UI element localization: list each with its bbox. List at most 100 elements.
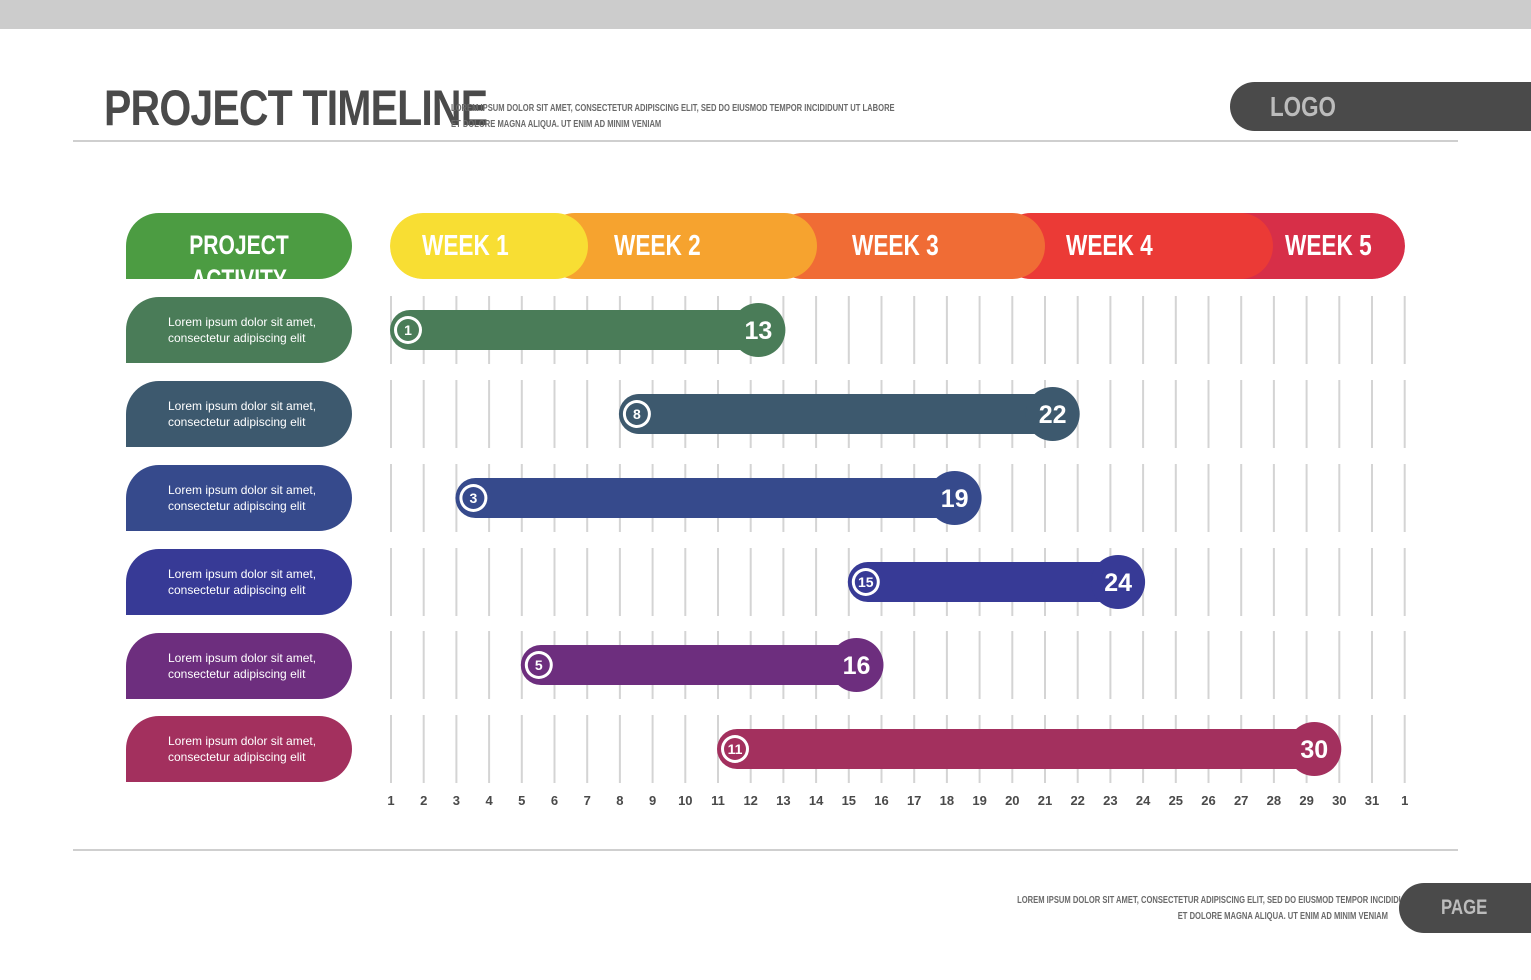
task-start-marker-inner [527,654,550,676]
task-start-label: 11 [728,741,743,757]
x-tick-label: 16 [874,793,888,808]
task-bar [455,478,981,518]
task-start-label: 5 [535,657,543,673]
x-tick-label: 12 [743,793,757,808]
task-bar [520,645,883,685]
week-1-label: WEEK 1 [422,230,509,262]
page-badge: PAGE [1399,883,1531,933]
x-tick-label: 6 [551,793,558,808]
footer-divider [73,849,1458,851]
x-tick-label: 22 [1070,793,1084,808]
activity-label-6: Lorem ipsum dolor sit amet, consectetur a… [126,716,352,782]
task-end-marker [1025,387,1080,441]
week-header-bar: WEEK 5 WEEK 4 WEEK 3 WEEK 2 WEEK 1 [390,213,1405,279]
task-end-label: 16 [843,652,871,680]
task-bar [847,562,1145,602]
task-start-marker-inner [625,403,648,425]
task-start-label: 3 [470,490,478,506]
page-title: PROJECT TIMELINE [104,80,488,136]
activity-1-line-1: Lorem ipsum dolor sit amet, [168,315,317,329]
week-4-label: WEEK 4 [1066,230,1153,262]
activity-3-line-2: consectetur adipiscing elit [168,499,306,513]
x-tick-label: 31 [1365,793,1379,808]
x-tick-label: 13 [776,793,790,808]
activity-header-label: PROJECT ACTIVITY [189,230,289,294]
top-bar [0,0,1531,29]
activity-label-5: Lorem ipsum dolor sit amet, consectetur a… [126,633,352,699]
activity-2-line-2: consectetur adipiscing elit [168,415,306,429]
activity-2-line-1: Lorem ipsum dolor sit amet, [168,399,317,413]
task-end-marker [1287,722,1342,776]
week-3-label: WEEK 3 [852,230,939,262]
task-end-label: 30 [1300,736,1328,764]
x-tick-label: 9 [649,793,656,808]
week-5-label: WEEK 5 [1285,230,1372,262]
x-tick-label: 5 [518,793,525,808]
task-start-label: 15 [858,574,874,590]
x-tick-label: 2 [420,793,427,808]
task-end-label: 24 [1104,569,1132,597]
activity-4-line-2: consectetur adipiscing elit [168,583,306,597]
x-tick-label: 23 [1103,793,1117,808]
x-tick-label: 19 [972,793,986,808]
x-tick-label: 7 [584,793,591,808]
week-2-label: WEEK 2 [614,230,701,262]
task-end-label: 13 [744,317,772,345]
activity-4-line-1: Lorem ipsum dolor sit amet, [168,567,317,581]
x-tick-label: 28 [1267,793,1281,808]
x-tick-label: 4 [485,793,493,808]
task-start-marker-inner [397,319,419,341]
task-start-label: 8 [633,406,641,422]
subtitle-line-1: LOREM IPSUM DOLOR SIT AMET, CONSECTETUR … [451,103,895,114]
activity-3-line-1: Lorem ipsum dolor sit amet, [168,483,317,497]
activity-5-line-2: consectetur adipiscing elit [168,667,306,681]
task-bar [717,729,1341,769]
footer-line-1: LOREM IPSUM DOLOR SIT AMET, CONSECTETUR … [1017,895,1461,906]
activity-label-1: Lorem ipsum dolor sit amet, consectetur a… [126,297,352,363]
activity-header: PROJECT ACTIVITY [126,213,352,294]
task-bar [618,394,1079,434]
task-end-marker [829,638,884,692]
activity-label-3: Lorem ipsum dolor sit amet, consectetur a… [126,465,352,531]
logo-text: LOGO [1270,91,1336,122]
x-tick-label: 1 [1401,793,1408,808]
x-tick-label: 3 [453,793,460,808]
x-tick-label: 14 [809,793,824,808]
task-start-marker-inner [724,738,746,760]
activity-label-4: Lorem ipsum dolor sit amet, consectetur a… [126,549,352,615]
x-tick-label: 15 [842,793,856,808]
activity-6-line-1: Lorem ipsum dolor sit amet, [168,734,317,748]
task-end-label: 22 [1039,401,1067,429]
x-tick-label: 26 [1201,793,1215,808]
x-tick-label: 11 [711,793,725,808]
task-start-label: 1 [404,322,412,338]
task-end-marker [1091,555,1146,609]
week-1: WEEK 1 [390,213,588,279]
task-end-marker [731,303,786,357]
activity-1-line-2: consectetur adipiscing elit [168,331,306,345]
footer-text: LOREM IPSUM DOLOR SIT AMET, CONSECTETUR … [900,893,1461,925]
task-start-marker-inner [462,487,485,509]
x-tick-label: 21 [1038,793,1052,808]
x-tick-label: 20 [1005,793,1019,808]
logo-badge: LOGO [1230,82,1531,131]
x-tick-label: 17 [907,793,921,808]
task-end-marker [927,471,982,525]
task-start-marker-inner [854,571,877,593]
x-tick-label: 25 [1169,793,1183,808]
x-tick-label: 1 [387,793,394,808]
x-tick-label: 18 [940,793,954,808]
x-tick-label: 10 [678,793,692,808]
x-tick-label: 27 [1234,793,1248,808]
header-divider [73,140,1458,142]
footer-line-2: ET DOLORE MAGNA ALIQUA. UT ENIM AD MINIM… [1177,911,1388,922]
activity-6-line-2: consectetur adipiscing elit [168,750,306,764]
x-tick-label: 8 [616,793,623,808]
x-tick-label: 30 [1332,793,1346,808]
x-tick-label: 24 [1136,793,1151,808]
task-end-label: 19 [941,485,969,513]
task-bar [390,310,785,350]
page-subtitle: LOREM IPSUM DOLOR SIT AMET, CONSECTETUR … [451,101,895,133]
activity-label-2: Lorem ipsum dolor sit amet, consectetur a… [126,381,352,447]
